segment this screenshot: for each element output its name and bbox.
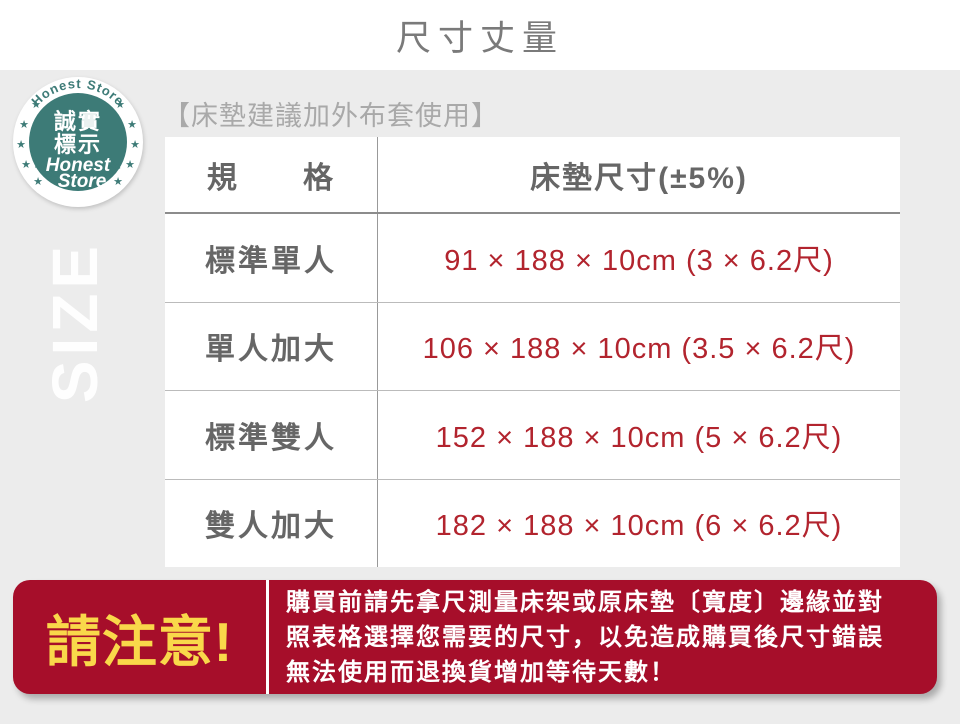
page-title: 尺寸丈量 (395, 18, 564, 58)
size-watermark: SIZE (39, 240, 111, 404)
notice-text-box: 購買前請先拿尺測量床架或原床墊〔寬度〕邊緣並對 照表格選擇您需要的尺寸，以免造成… (269, 580, 937, 694)
star-icon: ★ (113, 176, 123, 188)
star-icon: ★ (21, 159, 31, 171)
table-header-row: 規 格 床墊尺寸(±5%) (165, 137, 900, 214)
notice-banner: 請注意! 購買前請先拿尺測量床架或原床墊〔寬度〕邊緣並對 照表格選擇您需要的尺寸… (13, 580, 937, 694)
honest-store-badge: Honest Store 足量足長・絕不偷料 ★ ★ ★ ★ ★ ★ ★ ★ ★… (12, 76, 144, 208)
size-table: 規 格 床墊尺寸(±5%) 標準單人 91 × 188 × 10cm (3 × … (165, 137, 900, 567)
spec-label: 雙人加大 (205, 510, 337, 544)
table-row: 單人加大 106 × 188 × 10cm (3.5 × 6.2尺) (165, 302, 900, 391)
star-icon: ★ (130, 139, 140, 151)
star-icon: ★ (16, 139, 26, 151)
star-icon: ★ (125, 159, 135, 171)
table-row: 雙人加大 182 × 188 × 10cm (6 × 6.2尺) (165, 479, 900, 568)
notice-line: 無法使用而退換貨增加等待天數！ (286, 658, 676, 686)
size-cell: 182 × 188 × 10cm (6 × 6.2尺) (378, 480, 900, 568)
notice-label-box: 請注意! (13, 580, 266, 694)
header-cell-spec: 規 格 (165, 137, 378, 212)
notice-line: 購買前請先拿尺測量床架或原床墊〔寬度〕邊緣並對 (286, 588, 884, 616)
size-value: 106 × 188 × 10cm (3.5 × 6.2尺) (422, 333, 856, 366)
spec-label: 標準雙人 (205, 421, 337, 455)
table-caption: 【床墊建議加外布套使用】 (163, 101, 499, 131)
size-value: 182 × 188 × 10cm (6 × 6.2尺) (435, 510, 843, 543)
spec-cell: 標準雙人 (165, 391, 378, 479)
badge-inner-circle (29, 93, 127, 191)
size-value: 91 × 188 × 10cm (3 × 6.2尺) (444, 244, 834, 277)
star-icon: ★ (31, 99, 41, 111)
spec-cell: 雙人加大 (165, 479, 378, 567)
star-icon: ★ (115, 99, 125, 111)
spec-label: 標準單人 (205, 244, 337, 278)
notice-line: 照表格選擇您需要的尺寸，以免造成購買後尺寸錯誤 (286, 623, 884, 651)
spec-label: 單人加大 (205, 333, 337, 367)
badge-script-line2: Store (58, 171, 107, 192)
header-size-label: 床墊尺寸(±5%) (530, 161, 748, 195)
star-icon: ★ (127, 119, 137, 131)
badge-script-line1: Honest (46, 155, 111, 176)
spec-cell: 標準單人 (165, 214, 378, 302)
honest-store-badge-graphic: Honest Store 足量足長・絕不偷料 ★ ★ ★ ★ ★ ★ ★ ★ ★… (13, 76, 143, 207)
badge-name-line1: 誠實 (54, 109, 102, 134)
header-cell-size: 床墊尺寸(±5%) (378, 137, 900, 212)
table-row: 標準雙人 152 × 188 × 10cm (5 × 6.2尺) (165, 391, 900, 480)
size-value: 152 × 188 × 10cm (5 × 6.2尺) (435, 421, 843, 454)
star-icon: ★ (19, 119, 29, 131)
page-header: 尺寸丈量 (0, 0, 960, 70)
size-cell: 152 × 188 × 10cm (5 × 6.2尺) (378, 391, 900, 479)
size-cell: 91 × 188 × 10cm (3 × 6.2尺) (378, 214, 900, 302)
header-spec-label: 規 格 (207, 161, 335, 195)
size-cell: 106 × 188 × 10cm (3.5 × 6.2尺) (378, 303, 900, 391)
notice-divider (266, 580, 269, 694)
notice-label: 請注意! (45, 611, 234, 673)
star-icon: ★ (33, 176, 43, 188)
table-row: 標準單人 91 × 188 × 10cm (3 × 6.2尺) (165, 214, 900, 303)
spec-cell: 單人加大 (165, 302, 378, 390)
badge-name-line2: 標示 (54, 132, 102, 157)
